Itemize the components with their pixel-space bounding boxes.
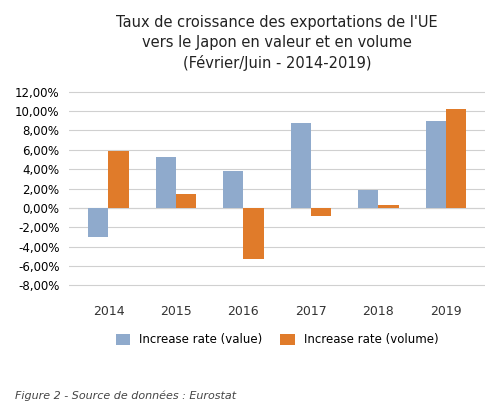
- Bar: [176, 194, 196, 208]
- Bar: [290, 123, 311, 208]
- Title: Taux de croissance des exportations de l'UE
vers le Japon en valeur et en volume: Taux de croissance des exportations de l…: [116, 15, 438, 71]
- Bar: [156, 156, 176, 208]
- Bar: [311, 208, 331, 216]
- Bar: [446, 109, 466, 208]
- Bar: [426, 120, 446, 208]
- Bar: [223, 171, 244, 208]
- Bar: [378, 205, 398, 208]
- Legend: Increase rate (value), Increase rate (volume): Increase rate (value), Increase rate (vo…: [111, 329, 444, 351]
- Bar: [108, 151, 128, 208]
- Text: Figure 2 - Source de données : Eurostat: Figure 2 - Source de données : Eurostat: [15, 391, 236, 401]
- Bar: [244, 208, 264, 259]
- Bar: [358, 191, 378, 208]
- Bar: [88, 208, 108, 237]
